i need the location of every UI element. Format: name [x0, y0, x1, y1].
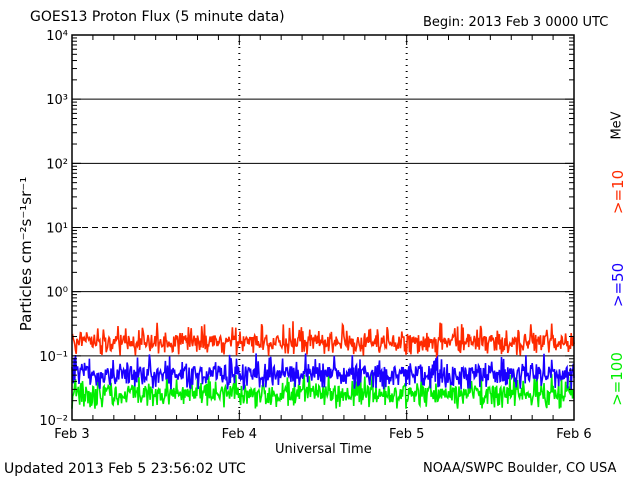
- begin-time: Begin: 2013 Feb 3 0000 UTC: [423, 15, 609, 30]
- series-line-0: [71, 321, 575, 359]
- y-tick-label: 10⁻²: [39, 414, 68, 429]
- series-layer: [71, 321, 575, 409]
- y-tick-label: 10⁻¹: [39, 350, 68, 365]
- grid-lines: [72, 35, 574, 420]
- updated-timestamp: Updated 2013 Feb 5 23:56:02 UTC: [4, 461, 246, 477]
- y-tick-label: 10⁰: [46, 286, 68, 301]
- legend-item-10mev: >=10: [609, 169, 628, 215]
- y-tick-labels: 10⁴ 10³ 10² 10¹ 10⁰ 10⁻¹ 10⁻²: [39, 29, 68, 429]
- x-tick-labels: Feb 3 Feb 4 Feb 5 Feb 6: [54, 427, 591, 442]
- legend-unit: MeV: [609, 111, 625, 140]
- series-line-1: [71, 351, 575, 391]
- axes: [71, 34, 575, 421]
- x-axis-label: Universal Time: [275, 442, 372, 457]
- x-tick-label: Feb 4: [222, 427, 257, 442]
- y-tick-label: 10²: [46, 157, 68, 172]
- chart-title: GOES13 Proton Flux (5 minute data): [30, 9, 285, 25]
- x-tick-label: Feb 5: [389, 427, 424, 442]
- y-tick-label: 10⁴: [46, 29, 68, 44]
- x-tick-label: Feb 6: [556, 427, 591, 442]
- legend-item-100mev: >=100: [607, 352, 626, 406]
- y-axis-label: Particles cm⁻²s⁻¹sr⁻¹: [17, 176, 35, 332]
- source-credit: NOAA/SWPC Boulder, CO USA: [423, 461, 617, 476]
- y-tick-label: 10¹: [46, 222, 68, 237]
- legend-item-50mev: >=50: [609, 262, 628, 308]
- y-tick-label: 10³: [46, 93, 68, 108]
- x-tick-label: Feb 3: [54, 427, 89, 442]
